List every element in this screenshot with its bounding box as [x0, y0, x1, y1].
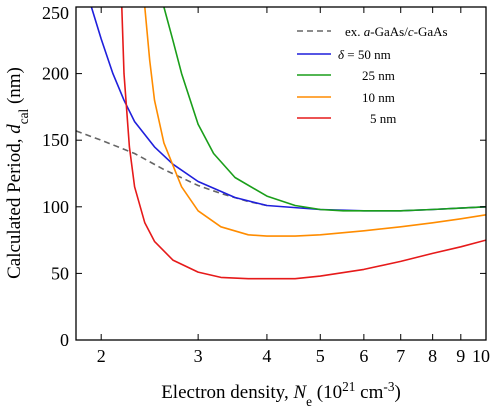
y-tick-label: 50 [51, 263, 69, 283]
x-tick-label: 5 [316, 346, 325, 366]
label-part: a [364, 24, 371, 39]
label-part: d [4, 124, 25, 134]
label-part: 5 nm [370, 111, 396, 126]
label-part: 25 nm [362, 68, 395, 83]
label-part: -GaAs [414, 24, 448, 39]
label-part: Electron density, [161, 382, 293, 403]
legend-label-2: 25 nm [362, 68, 395, 83]
x-axis-title: Electron density, Ne (1021 cm-3) [161, 379, 401, 407]
x-tick-label: 8 [428, 346, 437, 366]
y-tick-label: 150 [42, 130, 69, 150]
label-part: cm [355, 382, 383, 403]
label-part: Calculated Period, [4, 134, 25, 279]
label-part: -3 [383, 379, 394, 394]
label-part: (10 [312, 382, 342, 403]
x-tick-label: 2 [97, 346, 106, 366]
label-part: e [306, 394, 312, 407]
label-part: N [292, 382, 307, 403]
label-part: ex. [345, 24, 364, 39]
plot-frame [75, 6, 487, 341]
series-line-2 [163, 7, 486, 212]
x-tick-label: 4 [262, 346, 271, 366]
label-part: (nm) [4, 67, 25, 109]
label-part: = 50 nm [344, 47, 391, 62]
y-tick-label: 0 [60, 330, 69, 350]
legend-label-3: 10 nm [362, 90, 395, 105]
label-part: 10 nm [362, 90, 395, 105]
x-tick-label: 10 [472, 346, 490, 366]
legend-label-1: δ = 50 nm [338, 47, 391, 62]
y-tick-label: 250 [42, 3, 69, 23]
y-tick-label: 200 [42, 64, 69, 84]
series-line-0 [76, 130, 268, 207]
x-tick-label: 7 [396, 346, 405, 366]
x-tick-label: 3 [194, 346, 203, 366]
y-axis-title: Calculated Period, dcal (nm) [4, 67, 31, 279]
series-layer [76, 7, 486, 280]
legend-label-4: 5 nm [370, 111, 396, 126]
y-tick-label: 100 [42, 197, 69, 217]
label-part: δ [338, 47, 345, 62]
label-part: cal [16, 108, 31, 124]
x-tick-label: 6 [359, 346, 368, 366]
label-part: -GaAs/ [370, 24, 408, 39]
label-part: c [408, 24, 414, 39]
label-part: 21 [342, 379, 355, 394]
legend-label-0: ex. a-GaAs/c-GaAs [345, 24, 448, 39]
series-line-3 [144, 7, 486, 237]
x-tick-label: 9 [456, 346, 465, 366]
label-part: ) [394, 382, 400, 403]
series-line-4 [121, 7, 486, 280]
